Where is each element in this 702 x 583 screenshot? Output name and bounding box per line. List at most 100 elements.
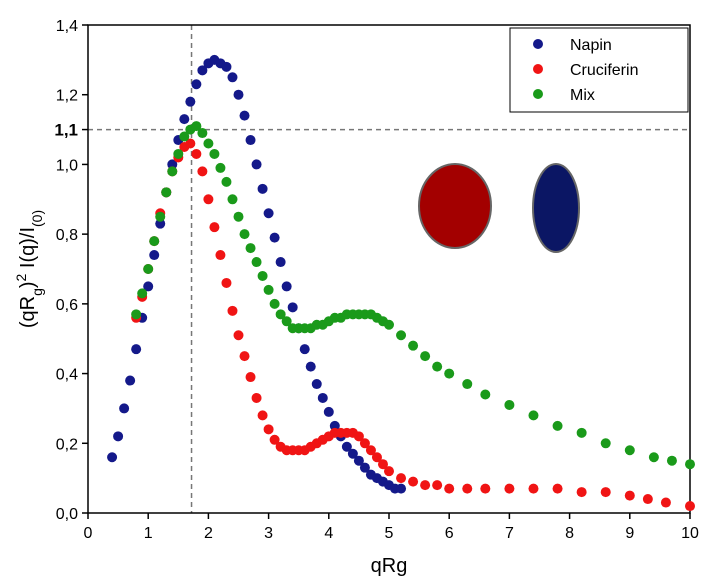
point [576, 487, 587, 498]
y-tick-label: 1,2 [56, 88, 78, 105]
point [125, 375, 136, 386]
point [185, 138, 196, 149]
y-tick-label: 0,6 [56, 297, 78, 314]
point [462, 379, 473, 390]
point [341, 441, 352, 452]
point [245, 372, 256, 383]
point [197, 65, 208, 76]
y-axis-title-part: I(q)/I [17, 227, 39, 274]
point [155, 211, 166, 222]
y-tick-label: 0,0 [56, 506, 78, 523]
point [275, 257, 286, 268]
point [299, 344, 310, 355]
point [191, 79, 202, 90]
point [149, 236, 160, 247]
point [107, 452, 118, 463]
point [444, 368, 455, 379]
point [155, 218, 166, 229]
point [396, 483, 407, 494]
reference-label: 1,1 [54, 121, 78, 140]
point [384, 466, 394, 477]
point [323, 406, 334, 417]
legend-marker [533, 89, 543, 99]
legend-label: Mix [570, 87, 595, 104]
point [576, 427, 587, 438]
point [420, 351, 431, 362]
point [480, 483, 491, 494]
point [305, 361, 316, 372]
point [137, 288, 148, 299]
point [215, 162, 226, 173]
series [131, 121, 695, 470]
point [251, 159, 262, 170]
point [143, 264, 154, 274]
point [347, 448, 358, 459]
point [197, 128, 208, 139]
point [113, 431, 124, 442]
point [624, 445, 635, 456]
y-axis-title: (qRg)2 I(q)/I(0) [13, 210, 45, 328]
point [317, 392, 328, 403]
y-axis-title-part: (0) [29, 210, 45, 227]
napin-shape [532, 163, 580, 253]
point [251, 392, 262, 403]
point [233, 330, 244, 341]
point [444, 483, 455, 494]
point [245, 135, 256, 146]
point [239, 351, 250, 362]
x-tick-label: 4 [324, 525, 333, 542]
point [257, 270, 268, 281]
point [221, 61, 232, 72]
point [245, 243, 256, 254]
legend-label: Cruciferin [570, 62, 638, 79]
y-axis-title-part: g [29, 288, 45, 296]
point [227, 305, 238, 316]
point [221, 176, 232, 187]
point [353, 455, 364, 466]
point [396, 330, 407, 341]
legend-label: Napin [570, 37, 612, 54]
point [191, 121, 202, 132]
point [685, 459, 695, 470]
point [215, 250, 226, 261]
point [600, 438, 611, 449]
point [359, 462, 370, 473]
x-tick-label: 6 [445, 525, 454, 542]
point [251, 257, 262, 268]
point [233, 211, 244, 222]
point [685, 501, 695, 512]
point [408, 340, 419, 351]
point [203, 194, 214, 205]
point [209, 222, 220, 233]
point [131, 344, 142, 355]
x-tick-label: 1 [144, 525, 153, 542]
series [131, 138, 695, 512]
point [275, 309, 286, 320]
point [149, 250, 160, 261]
point [480, 389, 491, 400]
point [269, 434, 280, 445]
legend-marker [533, 64, 543, 74]
x-axis-title: qRg [371, 555, 408, 577]
point [624, 490, 635, 501]
point [281, 281, 292, 292]
point [396, 473, 407, 484]
point [263, 424, 274, 435]
point [179, 114, 190, 125]
point [197, 166, 208, 177]
point [173, 148, 184, 159]
point [233, 89, 244, 100]
point [227, 72, 238, 83]
x-tick-label: 5 [385, 525, 394, 542]
point [552, 483, 563, 494]
y-tick-label: 0,4 [56, 367, 78, 384]
point [660, 497, 671, 508]
y-tick-label: 0,2 [56, 436, 78, 453]
point [179, 131, 190, 142]
point [432, 361, 443, 372]
point [528, 410, 539, 421]
legend-marker [533, 39, 543, 49]
point [263, 208, 274, 219]
y-axis-title-part: (qR [17, 296, 39, 328]
